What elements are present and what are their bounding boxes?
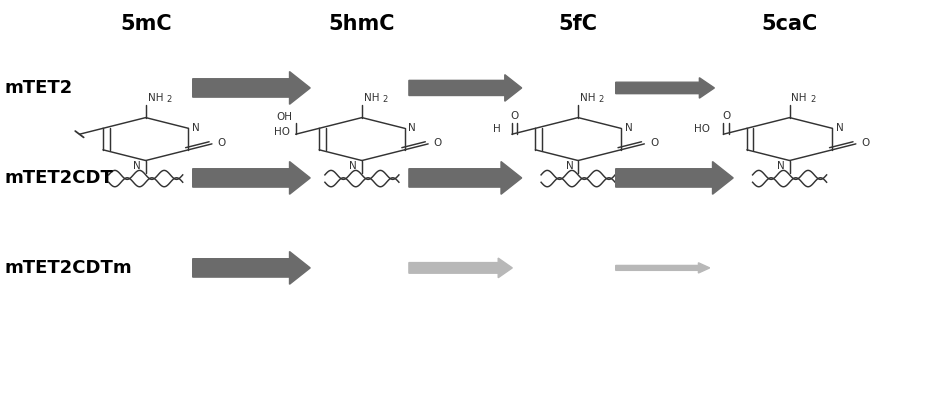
Text: H: H xyxy=(493,124,501,134)
Text: O: O xyxy=(217,139,226,148)
FancyArrow shape xyxy=(193,252,310,284)
Text: N: N xyxy=(408,124,416,133)
FancyArrow shape xyxy=(193,72,310,104)
Text: mTET2CDTm: mTET2CDTm xyxy=(5,259,133,277)
Text: N: N xyxy=(836,124,844,133)
Text: 2: 2 xyxy=(810,95,816,104)
FancyArrow shape xyxy=(616,162,733,194)
Text: NH: NH xyxy=(791,93,807,103)
Text: NH: NH xyxy=(148,93,163,103)
Text: NH: NH xyxy=(580,93,595,103)
Text: OH: OH xyxy=(277,112,293,122)
Text: mTET2CDT: mTET2CDT xyxy=(5,169,114,187)
Text: 2: 2 xyxy=(383,95,388,104)
FancyArrow shape xyxy=(616,263,710,273)
FancyArrow shape xyxy=(409,74,522,101)
FancyArrow shape xyxy=(616,78,714,98)
Text: N: N xyxy=(133,161,141,171)
Text: O: O xyxy=(650,139,658,148)
Text: N: N xyxy=(777,161,785,171)
Text: 2: 2 xyxy=(166,95,172,104)
Text: O: O xyxy=(433,139,442,148)
FancyArrow shape xyxy=(193,162,310,194)
Text: 5caC: 5caC xyxy=(761,14,818,34)
Text: 5hmC: 5hmC xyxy=(329,14,395,34)
Text: mTET2: mTET2 xyxy=(5,79,73,97)
Text: O: O xyxy=(861,139,870,148)
FancyArrow shape xyxy=(409,258,512,278)
Text: O: O xyxy=(722,111,730,121)
Text: N: N xyxy=(350,161,357,171)
Text: N: N xyxy=(624,124,633,133)
FancyArrow shape xyxy=(409,162,522,194)
Text: 2: 2 xyxy=(599,95,604,104)
Text: 5mC: 5mC xyxy=(120,14,171,34)
Text: N: N xyxy=(192,124,200,133)
Text: NH: NH xyxy=(364,93,379,103)
Text: 5fC: 5fC xyxy=(558,14,598,34)
Text: N: N xyxy=(566,161,573,171)
Text: O: O xyxy=(510,111,519,121)
Text: HO: HO xyxy=(695,124,711,134)
Text: HO: HO xyxy=(274,126,290,137)
